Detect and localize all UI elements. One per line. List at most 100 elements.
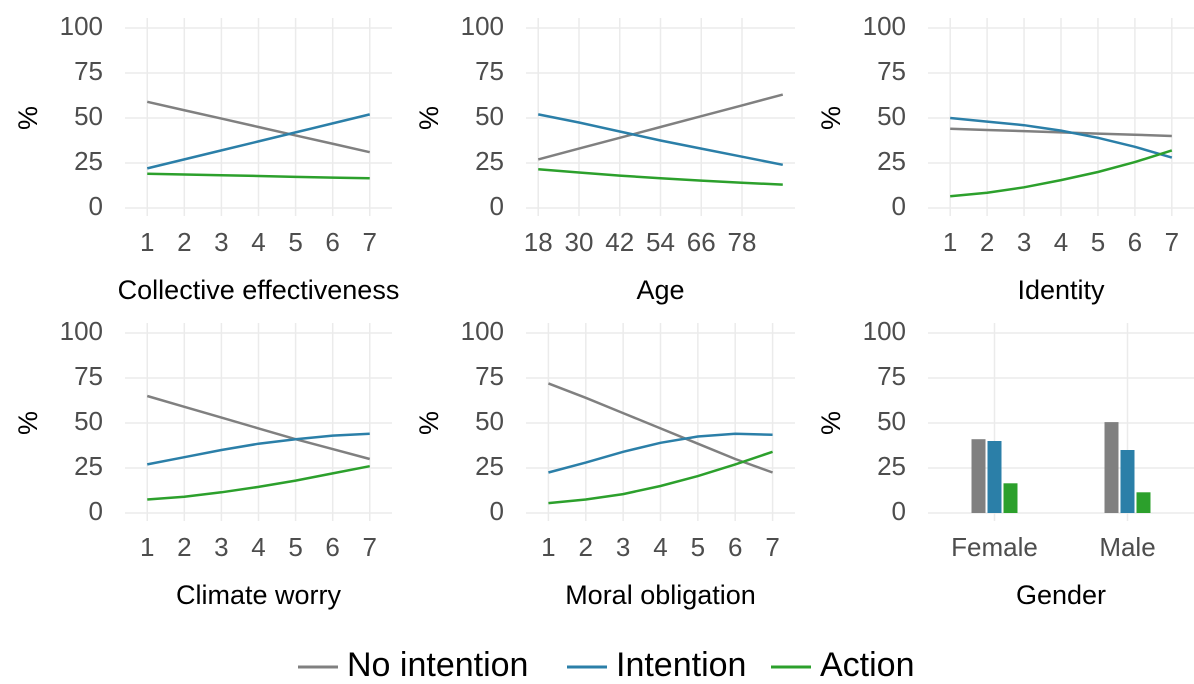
x-tick-label: 3 [616, 532, 630, 562]
line [537, 93, 784, 161]
bar [1120, 450, 1135, 513]
x-tick-label: 3 [214, 227, 228, 257]
x-tick-label: 4 [653, 532, 667, 562]
line [548, 432, 773, 474]
x-tick-label: 6 [728, 532, 742, 562]
y-tick-label: 50 [475, 406, 504, 436]
x-tick-label: 4 [251, 227, 265, 257]
legend-label: Action [820, 646, 915, 684]
line [547, 382, 774, 474]
y-tick-label: 25 [74, 146, 103, 176]
x-tick-label: 1 [140, 532, 154, 562]
x-tick-label: 1 [140, 227, 154, 257]
x-tick-label: 18 [524, 227, 553, 257]
x-tick-label: 7 [765, 532, 779, 562]
y-axis-title: % [414, 411, 444, 435]
x-axis-title: Identity [1017, 275, 1105, 305]
y-tick-label: 75 [74, 361, 103, 391]
line [146, 113, 371, 170]
x-axis-title: Collective effectiveness [118, 275, 400, 305]
line [548, 450, 773, 505]
y-tick-label: 75 [475, 361, 504, 391]
y-tick-label: 0 [490, 191, 504, 221]
x-tick-label: 5 [288, 532, 302, 562]
y-tick-label: 50 [74, 101, 103, 131]
legend-label: No intention [347, 646, 528, 684]
x-tick-label: 54 [646, 227, 675, 257]
x-tick-label: Male [1099, 532, 1155, 562]
x-tick-label: 7 [363, 227, 377, 257]
y-tick-label: 75 [877, 361, 906, 391]
y-tick-label: 25 [877, 146, 906, 176]
legend-label: Intention [616, 646, 746, 684]
bar [1003, 483, 1018, 513]
x-tick-label: 5 [288, 227, 302, 257]
x-tick-label: 7 [363, 532, 377, 562]
y-tick-label: 0 [490, 496, 504, 526]
line [147, 464, 370, 501]
y-axis-title: % [13, 411, 43, 435]
y-tick-label: 100 [863, 316, 906, 346]
x-tick-label: 6 [325, 227, 339, 257]
panel: 0 25 50 75 100% Climate worry 1 2 3 4 5 6 7 [13, 316, 392, 610]
x-tick-label: 78 [728, 227, 757, 257]
x-tick-label: 1 [943, 227, 957, 257]
y-tick-label: 50 [475, 101, 504, 131]
y-tick-label: 100 [863, 11, 906, 41]
x-tick-label: 5 [1091, 227, 1105, 257]
x-tick-label: 6 [1128, 227, 1142, 257]
x-tick-label: 2 [579, 532, 593, 562]
line [950, 127, 1172, 138]
y-axis-title: % [816, 106, 846, 130]
x-axis-title: Gender [1016, 580, 1106, 610]
x-tick-label: 30 [565, 227, 594, 257]
x-tick-label: 2 [177, 227, 191, 257]
x-axis-title: Age [636, 275, 684, 305]
y-tick-label: 75 [74, 56, 103, 86]
y-tick-label: 25 [475, 451, 504, 481]
y-tick-label: 25 [877, 451, 906, 481]
x-tick-label: 5 [691, 532, 705, 562]
y-tick-label: 0 [892, 191, 906, 221]
y-tick-label: 25 [74, 451, 103, 481]
line [147, 172, 370, 180]
x-tick-label: 6 [325, 532, 339, 562]
x-tick-label: 4 [1054, 227, 1068, 257]
x-axis-title: Climate worry [176, 580, 342, 610]
y-tick-label: 100 [60, 316, 103, 346]
x-tick-label: 4 [251, 532, 265, 562]
panel: 0 25 50 75 100% Identity 1 2 3 4 5 6 7 [816, 11, 1194, 305]
y-axis-title: % [816, 411, 846, 435]
y-tick-label: 75 [475, 56, 504, 86]
x-tick-label: 3 [214, 532, 228, 562]
y-tick-label: 0 [89, 191, 103, 221]
line [146, 394, 371, 461]
x-axis-title: Moral obligation [565, 580, 756, 610]
y-tick-label: 50 [877, 406, 906, 436]
y-tick-label: 50 [877, 101, 906, 131]
x-tick-label: 66 [687, 227, 716, 257]
x-tick-label: 3 [1017, 227, 1031, 257]
x-tick-label: 2 [980, 227, 994, 257]
line [537, 113, 784, 167]
line [950, 149, 1173, 198]
y-tick-label: 100 [461, 11, 504, 41]
y-tick-label: 0 [89, 496, 103, 526]
x-tick-label: Female [951, 532, 1038, 562]
y-tick-label: 100 [461, 316, 504, 346]
line [146, 100, 371, 154]
y-axis-title: % [13, 106, 43, 130]
y-tick-label: 25 [475, 146, 504, 176]
bar [971, 439, 986, 513]
panel: 0 25 50 75 100% Age 18 30 42 54 66 78 [414, 11, 795, 305]
x-tick-label: 42 [605, 227, 634, 257]
bar [1136, 492, 1151, 513]
y-tick-label: 50 [74, 406, 103, 436]
y-tick-label: 100 [60, 11, 103, 41]
panel: 0 25 50 75 100% Moral obligation 1 2 3 4 5 6 7 [414, 316, 795, 610]
x-tick-label: 7 [1165, 227, 1179, 257]
x-tick-label: 2 [177, 532, 191, 562]
panel: 0 25 50 75 100% Gender Female Male [816, 316, 1194, 610]
y-tick-label: 0 [892, 496, 906, 526]
